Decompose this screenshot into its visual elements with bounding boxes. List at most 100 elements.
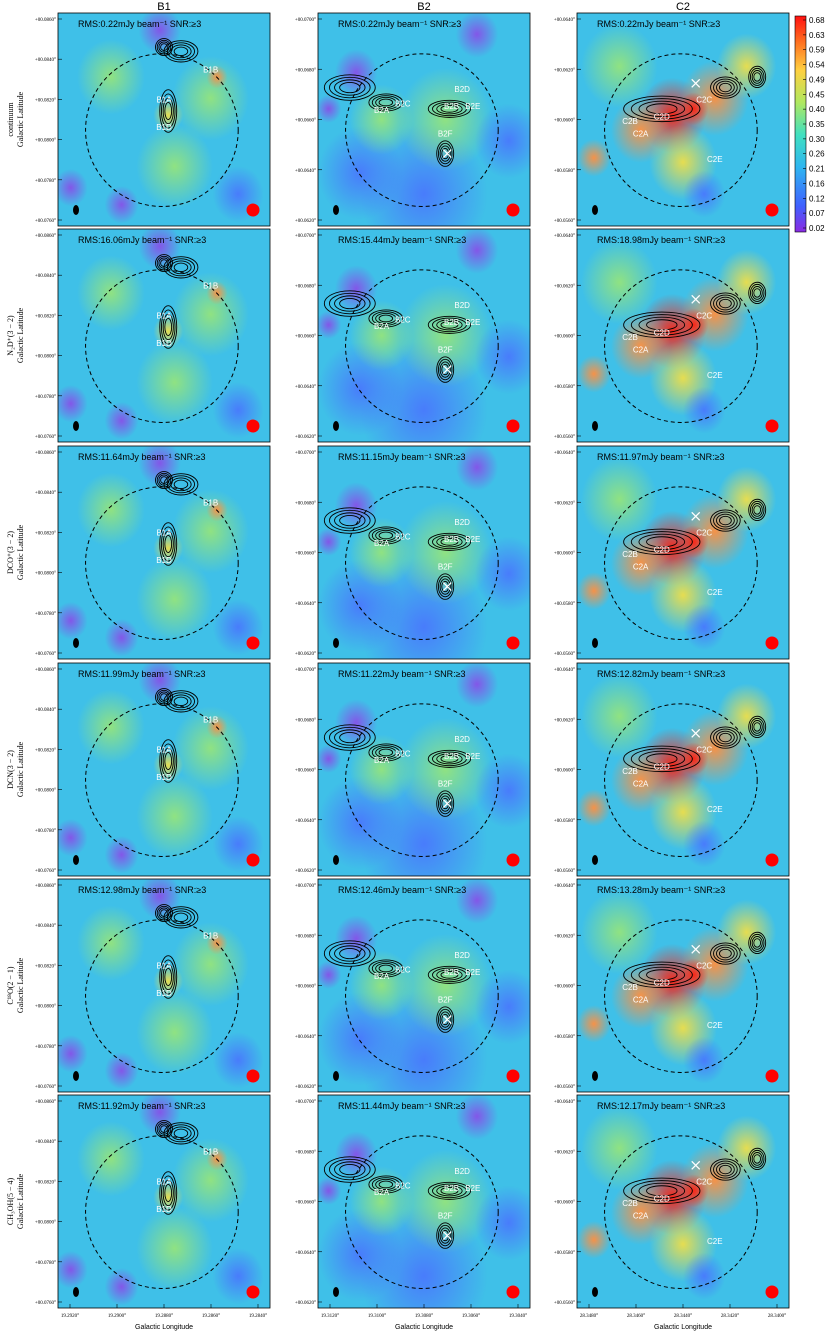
contour-line [375, 746, 397, 759]
contour-line [323, 74, 376, 101]
contour-line [161, 309, 176, 345]
beam-ellipse [592, 638, 598, 648]
x-tick-label: 19.3040° [509, 1314, 527, 1319]
emission-region [577, 139, 611, 177]
contour-line [164, 102, 173, 120]
row-label: DCO⁺(3 − 2) [6, 531, 15, 574]
emission-region [349, 734, 414, 805]
source-label: B2F [438, 130, 453, 139]
beam-marker [246, 1285, 260, 1299]
source-label: B2E [465, 1184, 480, 1193]
source-label: C2A [633, 996, 649, 1005]
source-label: C2B [622, 117, 638, 126]
y-tick-label: +00.0760° [35, 1301, 56, 1306]
contour-line [378, 1180, 394, 1189]
contour-line [638, 100, 686, 117]
source-label: B1A [156, 311, 172, 320]
source-label: B1B [203, 282, 218, 291]
emission-region [678, 958, 709, 992]
contour-line [156, 1121, 172, 1137]
contour-line [339, 297, 361, 310]
beam-ellipse [333, 638, 339, 648]
y-tick-label: +00.0600° [554, 119, 575, 124]
panel-frame [57, 445, 271, 660]
contour-line [749, 67, 765, 86]
contour-line [371, 1177, 400, 1192]
emission-region [581, 24, 658, 109]
y-tick-label: +00.0560° [554, 219, 575, 224]
contour-line [155, 254, 173, 273]
contour-line [716, 80, 735, 95]
emission-region [581, 240, 658, 325]
contour-line [630, 98, 693, 120]
emission-region [77, 255, 145, 331]
emission-region [349, 300, 414, 371]
x-tick-label: 19.2880° [155, 1314, 173, 1319]
y-tick-label: +00.0820° [35, 98, 56, 103]
panel-r3-c3: C2D C2A C2B C2C C2E RMS:11.97mJy beam⁻¹ SNR:≥… [554, 445, 790, 660]
contour-line [160, 259, 168, 267]
emission-region [577, 572, 611, 610]
emission-region [153, 964, 184, 998]
contour-line [173, 696, 189, 707]
panel-r3-c1: B1A B1D B1B RMS:11.64mJy beam⁻¹ SNR:≥3 +00.0… [35, 445, 271, 660]
y-tick-label: +00.0660° [295, 119, 316, 124]
beam-ellipse [592, 421, 598, 431]
contour-line [646, 536, 678, 548]
rms-label: RMS:11.97mJy beam⁻¹ SNR:≥3 [597, 452, 725, 462]
contour-line [328, 292, 371, 315]
source-label: B2C [395, 316, 411, 325]
emission-region [474, 753, 530, 829]
y-tick-label: +00.0600° [554, 335, 575, 340]
y-tick-label: +00.0580° [554, 1035, 575, 1040]
x-tick-label: 28.3480° [580, 1314, 598, 1319]
source-label: B2D [454, 301, 470, 310]
contour-line [713, 728, 738, 747]
y-tick-label: +00.0700° [295, 668, 316, 673]
y-tick-label: +00.0580° [554, 169, 575, 174]
contour-line [173, 912, 189, 923]
contour-line [630, 314, 693, 336]
source-label: C2B [622, 550, 638, 559]
y-tick-label: +00.0760° [35, 652, 56, 657]
y-tick-label: +00.0800° [35, 1005, 56, 1010]
contour-line [630, 1180, 693, 1202]
beam-ellipse [592, 205, 598, 215]
contour-line [646, 319, 678, 331]
source-label: B2A [374, 539, 390, 548]
contour-line [375, 529, 397, 542]
emission-region [349, 84, 414, 155]
contour-line [375, 962, 397, 975]
contour-line [749, 717, 765, 736]
contour-line [710, 509, 741, 532]
contour-line [328, 942, 371, 965]
contour-line [163, 256, 199, 279]
contour-line [436, 319, 463, 331]
emission-region [683, 1036, 726, 1084]
y-tick-label: +00.0560° [554, 652, 575, 657]
y-tick-label: +00.0860° [35, 1100, 56, 1105]
y-tick-label: +00.0640° [295, 819, 316, 824]
contour-line [173, 46, 189, 57]
cross-marker [442, 582, 452, 592]
beam-ellipse [592, 1071, 598, 1081]
contour-line [748, 931, 767, 954]
emission-region [172, 1138, 249, 1223]
source-label: C2E [707, 805, 723, 814]
contour-line [161, 93, 176, 129]
emission-region [136, 340, 213, 425]
y-tick-label: +00.0560° [554, 1301, 575, 1306]
y-tick-label: +00.0860° [35, 18, 56, 23]
contour-line [748, 1147, 767, 1170]
beam-marker [765, 1069, 779, 1083]
contour-line [441, 1014, 450, 1026]
beam-marker [765, 853, 779, 867]
beam-marker [765, 203, 779, 217]
beam-marker [246, 419, 260, 433]
contour-line [339, 81, 361, 94]
source-label: B2F [438, 780, 453, 789]
emission-region [474, 969, 530, 1045]
emission-region [58, 384, 88, 423]
y-tick-label: +00.0860° [35, 451, 56, 456]
y-tick-label: +00.0780° [35, 1261, 56, 1266]
